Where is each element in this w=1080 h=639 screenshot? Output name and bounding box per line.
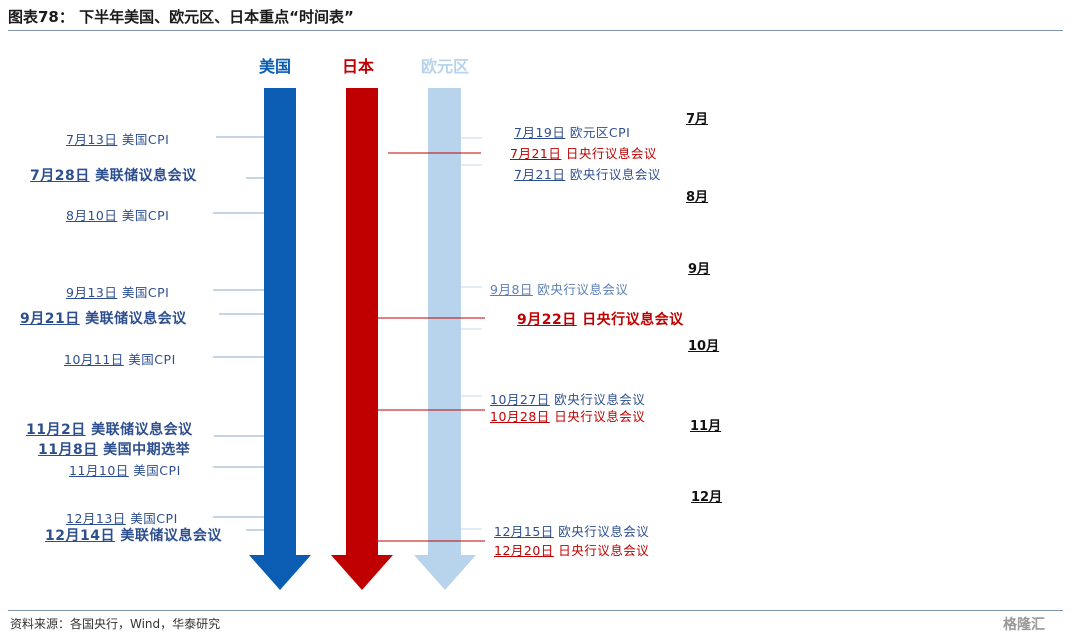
month-label-dec: 12月: [691, 490, 723, 505]
month-label-aug: 8月: [686, 190, 709, 205]
column-header-eurozone: 欧元区: [421, 57, 470, 76]
us-event-1011: 10月11日 美国CPI: [64, 352, 176, 367]
month-label-nov: 11月: [690, 419, 722, 434]
us-event-1102: 11月2日 美联储议息会议: [26, 422, 193, 438]
source-note: 资料来源：各国央行，Wind，华泰研究: [10, 617, 221, 631]
column-header-us: 美国: [259, 57, 292, 76]
column-header-japan: 日本: [342, 57, 375, 76]
us-event-0728: 7月28日 美联储议息会议: [30, 168, 197, 184]
eu-event-1027: 10月27日 欧央行议息会议: [490, 392, 646, 407]
eu-event-0721: 7月21日 欧央行议息会议: [514, 167, 661, 182]
jp-event-0721: 7月21日 日央行议息会议: [510, 146, 657, 161]
top-rule: [8, 30, 1063, 31]
figure-title: 图表78： 下半年美国、欧元区、日本重点“时间表”: [8, 8, 354, 26]
jp-event-1220: 12月20日 日央行议息会议: [494, 543, 650, 558]
eu-event-0908: 9月8日 欧央行议息会议: [490, 282, 629, 297]
us-event-1213: 12月13日 美国CPI: [66, 511, 178, 526]
us-event-0810: 8月10日 美国CPI: [66, 208, 170, 223]
japan-timeline-arrow: [331, 88, 393, 590]
us-event-1214: 12月14日 美联储议息会议: [45, 528, 222, 544]
us-event-1108: 11月8日 美国中期选举: [38, 442, 191, 458]
jp-event-1028: 10月28日 日央行议息会议: [490, 409, 646, 424]
month-label-jul: 7月: [686, 112, 709, 127]
watermark-logo: 格隆汇: [1003, 617, 1045, 633]
eu-event-0719: 7月19日 欧元区CPI: [514, 125, 631, 140]
month-label-sep: 9月: [688, 262, 711, 277]
month-label-oct: 10月: [688, 339, 720, 354]
us-timeline-arrow: [249, 88, 311, 590]
jp-event-0922: 9月22日 日央行议息会议: [517, 312, 684, 328]
eu-event-1215: 12月15日 欧央行议息会议: [494, 524, 650, 539]
us-event-1110: 11月10日 美国CPI: [69, 463, 181, 478]
bottom-rule: [8, 610, 1063, 611]
eurozone-timeline-arrow: [414, 88, 476, 590]
us-event-0913: 9月13日 美国CPI: [66, 285, 170, 300]
us-event-0921: 9月21日 美联储议息会议: [20, 311, 187, 327]
us-event-0713: 7月13日 美国CPI: [66, 132, 170, 147]
